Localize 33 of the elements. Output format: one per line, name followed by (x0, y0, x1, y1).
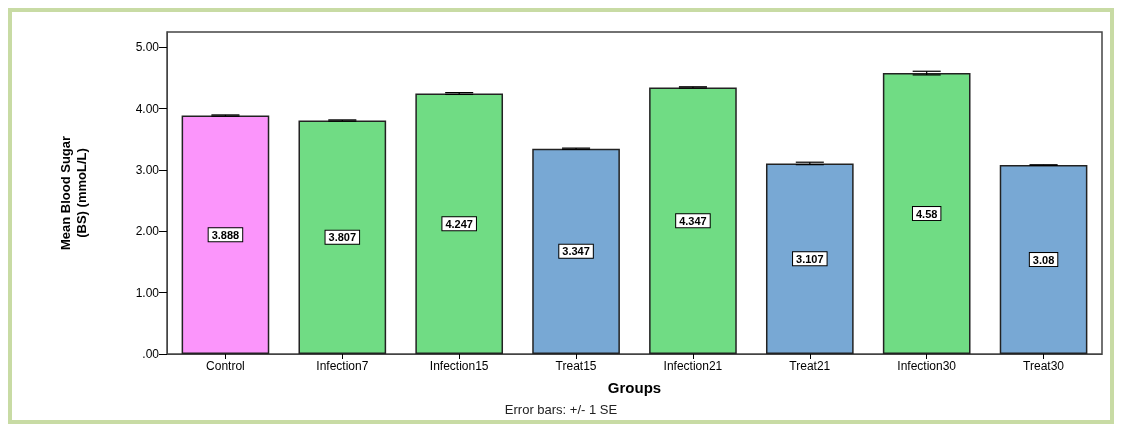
bar (999, 165, 1088, 354)
x-tick-label: Treat30 (1023, 359, 1065, 373)
x-tick-label: Infection15 (429, 359, 489, 373)
y-tick-label: 2.00 (135, 224, 160, 239)
y-tick-label: .00 (142, 347, 160, 361)
data-label: 3.08 (1032, 253, 1055, 266)
x-axis-title: Groups (607, 379, 662, 396)
y-tick-label: 3.00 (135, 163, 160, 177)
data-label: 4.347 (679, 214, 707, 227)
data-label: 3.107 (796, 252, 824, 265)
x-tick-label: Infection30 (897, 359, 957, 373)
x-tick-label: Infection7 (316, 359, 369, 373)
x-tick-label: Treat15 (555, 359, 597, 373)
data-label: 4.58 (915, 207, 938, 220)
data-label: 3.347 (562, 245, 590, 258)
bar (298, 120, 387, 354)
bar (415, 93, 504, 354)
data-label: 3.807 (328, 231, 357, 244)
x-tick-label: Infection21 (663, 359, 723, 373)
bar (532, 148, 620, 354)
x-tick-label: Control (206, 359, 245, 373)
y-tick-label: 1.00 (135, 285, 160, 300)
data-label: 4.247 (445, 217, 473, 230)
y-tick-label: 4.00 (135, 101, 160, 116)
bar (649, 87, 737, 354)
bar (181, 115, 270, 354)
data-label: 3.888 (211, 228, 240, 241)
bar (882, 73, 971, 354)
bar (765, 163, 854, 354)
y-tick-label: 5.00 (135, 40, 160, 55)
text: Error bars: +/- 1 SE (504, 402, 618, 417)
y-axis-title: Mean Blood Sugar (BS) (mmoL/L) (57, 135, 89, 251)
x-tick-label: Treat21 (789, 359, 831, 373)
